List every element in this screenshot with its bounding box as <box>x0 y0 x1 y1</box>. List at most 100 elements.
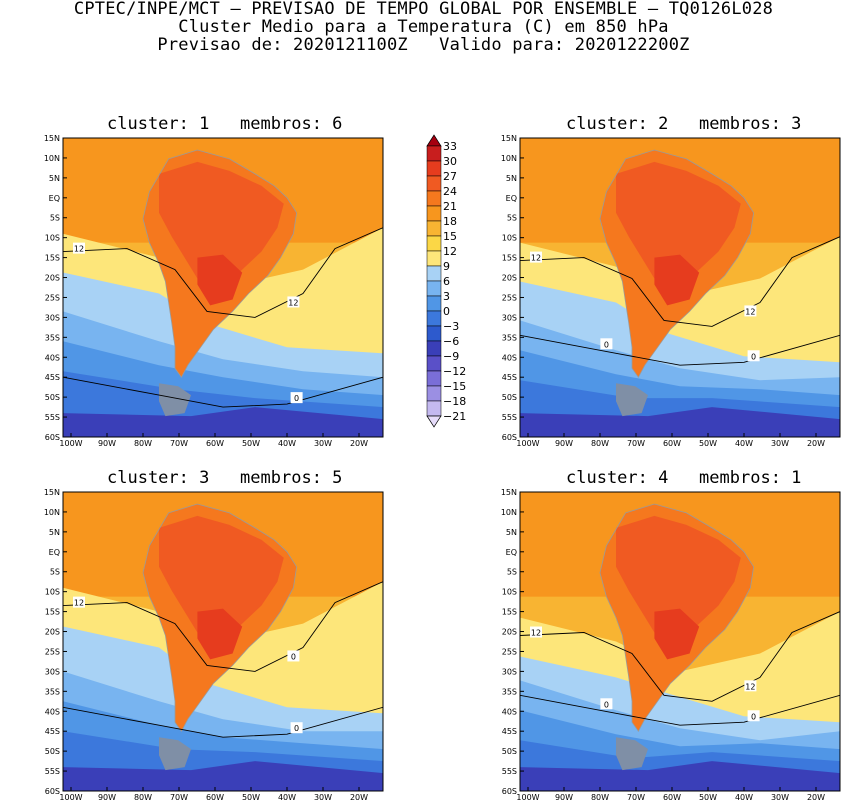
lat-tick-label: 45S <box>45 373 60 382</box>
contour-label: 12 <box>531 629 541 638</box>
lon-tick-label: 90W <box>98 439 116 448</box>
colorbar-label: 15 <box>443 230 457 243</box>
title-line-2: Cluster Medio para a Temperatura (C) em … <box>178 17 669 37</box>
colorbar-swatch <box>426 325 442 342</box>
lat-tick-label: 55S <box>502 767 517 776</box>
lat-tick-label: 20S <box>45 628 60 637</box>
lon-tick-label: 60W <box>663 793 681 802</box>
lon-tick-label: 100W <box>516 793 539 802</box>
colorbar-swatch <box>426 280 442 297</box>
lon-tick-label: 40W <box>735 793 753 802</box>
lat-tick-label: 50S <box>45 393 60 402</box>
contour-label: 0 <box>604 340 609 349</box>
lat-tick-label: EQ <box>49 194 60 203</box>
lon-tick-label: 70W <box>627 439 645 448</box>
patagonia <box>616 383 648 417</box>
colorbar-label: 33 <box>443 140 457 153</box>
colorbar-label: 0 <box>443 305 450 318</box>
map-panel-2: 12 12 0 0 15N 10N 5N EQ 5S 10S 15S 20S 25S 30S 35S 40S 4… <box>501 134 841 448</box>
lat-tick-label: 15N <box>501 134 517 143</box>
lat-tick-label: 50S <box>45 747 60 756</box>
lat-tick-label: 10S <box>502 588 517 597</box>
band-purple <box>520 407 840 437</box>
colorbar-label: −3 <box>443 320 459 333</box>
lat-tick-label: 10S <box>45 588 60 597</box>
contour-label-bg <box>600 698 613 710</box>
lon-tick-label: 80W <box>591 793 609 802</box>
panel-1-title: cluster: 1 membros: 6 <box>107 114 343 134</box>
contour-label: 12 <box>745 682 755 691</box>
title-line-1: CPTEC/INPE/MCT — PREVISAO DE TEMPO GLOBA… <box>73 0 774 19</box>
map-panel-3: 12 0 0 15N 10N 5N EQ 5S 10S 15S 20S 25S 30S 35S 40S 45S… <box>44 488 384 802</box>
lat-tick-label: 20S <box>502 274 517 283</box>
lat-tick-label: 25S <box>45 293 60 302</box>
lon-tick-label: 50W <box>242 793 260 802</box>
lon-tick-label: 20W <box>350 439 368 448</box>
lon-tick-label: 20W <box>807 793 825 802</box>
continent-hot <box>159 161 284 288</box>
map-panel-4: 12 12 0 0 15N 10N 5N EQ 5S 10S 15S 20S 25S 30S 35S 40S 4… <box>501 488 841 802</box>
lon-tick-label: 20W <box>350 793 368 802</box>
lat-tick-label: 15N <box>44 488 60 497</box>
lat-tick-label: 10S <box>45 234 60 243</box>
lat-tick-label: 5S <box>50 568 60 577</box>
contour-label: 0 <box>294 724 299 733</box>
lat-tick-label: 25S <box>502 293 517 302</box>
lon-tick-label: 90W <box>555 793 573 802</box>
colorbar-label: −6 <box>443 335 459 348</box>
lat-tick-label: 25S <box>502 647 517 656</box>
lat-tick-label: 55S <box>502 413 517 422</box>
contour-label: 12 <box>74 245 84 254</box>
lat-tick-label: 5S <box>507 214 517 223</box>
continent-outline <box>599 149 755 378</box>
lat-tick-label: 60S <box>45 787 60 796</box>
lon-tick-label: 50W <box>242 439 260 448</box>
lat-tick-label: 35S <box>45 687 60 696</box>
colorbar-label: 12 <box>443 245 457 258</box>
colorbar-swatch <box>426 220 442 237</box>
lon-tick-label: 100W <box>516 439 539 448</box>
colorbar-label: 24 <box>443 185 457 198</box>
lat-tick-label: 15N <box>44 134 60 143</box>
contour-label-bg <box>530 626 542 638</box>
lat-tick-label: 35S <box>502 333 517 342</box>
colorbar-swatch <box>426 175 442 192</box>
lat-tick-label: 60S <box>45 433 60 442</box>
colorbar-swatch <box>426 310 442 327</box>
contour-label: 12 <box>74 599 84 608</box>
colorbar-label: −12 <box>443 365 466 378</box>
lon-tick-label: 50W <box>699 439 717 448</box>
lon-tick-label: 80W <box>134 439 152 448</box>
colorbar-label: −21 <box>443 410 466 423</box>
lon-tick-label: 80W <box>591 439 609 448</box>
colorbar-swatch <box>426 355 442 372</box>
panel-2-title: cluster: 2 membros: 3 <box>566 114 802 134</box>
continent-hot <box>616 515 741 642</box>
colorbar-label: 18 <box>443 215 457 228</box>
contour-label: 0 <box>294 394 299 403</box>
lat-tick-label: 40S <box>502 707 517 716</box>
lat-tick-label: 5S <box>50 214 60 223</box>
lat-tick-label: 5N <box>49 174 60 183</box>
panel-3-title: cluster: 3 membros: 5 <box>107 468 343 488</box>
lat-tick-label: 15S <box>45 254 60 263</box>
lat-tick-label: 10N <box>501 154 517 163</box>
continent-hot <box>616 161 741 288</box>
lat-tick-label: EQ <box>506 194 517 203</box>
title-line-3: Previsao de: 2020121100Z Valido para: 20… <box>157 35 690 55</box>
lon-tick-label: 30W <box>771 439 789 448</box>
colorbar-swatch <box>426 295 442 312</box>
lon-tick-label: 70W <box>627 793 645 802</box>
colorbar-swatch <box>426 160 442 177</box>
panel-frame <box>62 491 384 792</box>
contour-label: 12 <box>531 254 541 263</box>
contour-label: 12 <box>745 307 755 316</box>
lon-tick-label: 70W <box>170 439 188 448</box>
contour-12 <box>520 236 840 327</box>
contour-label-bg <box>73 242 85 254</box>
lat-tick-label: 5S <box>507 568 517 577</box>
lat-tick-label: 45S <box>502 373 517 382</box>
lat-tick-label: 5N <box>506 174 517 183</box>
lon-tick-label: 60W <box>206 793 224 802</box>
colorbar-label: 27 <box>443 170 457 183</box>
